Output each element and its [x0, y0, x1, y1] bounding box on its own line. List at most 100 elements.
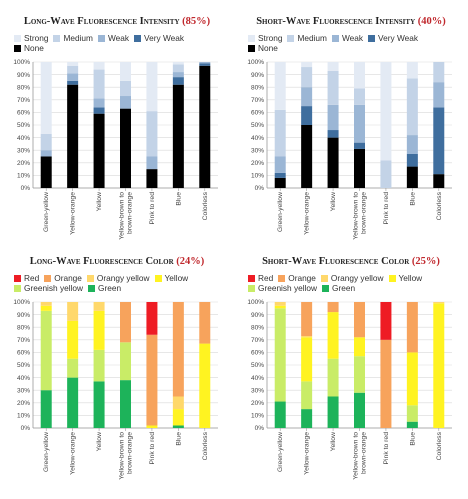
bar-segment-very-weak-yellow	[327, 130, 339, 138]
bar-segment-weak-blue	[406, 135, 418, 154]
legend-item-green: Green	[88, 283, 121, 293]
x-category-label: Yellow-orange	[304, 432, 311, 475]
bar-segment-medium-blue	[172, 64, 184, 73]
bar-segment-orange-yellow-brown-to-brown-orange	[354, 302, 365, 338]
bar-segment-green-yellow-orange	[67, 377, 79, 428]
bar-segment-none-blue	[406, 166, 418, 188]
y-tick-label: 90%	[251, 312, 264, 319]
bar-segment-strong-yellow-brown-to-brown-orange	[354, 62, 365, 89]
legend-row: Red Orange Orangy yellow Yellow	[248, 273, 456, 283]
y-tick-label: 100%	[13, 59, 30, 66]
legend-item-very-weak: Very Weak	[368, 33, 418, 43]
legend-label: Yellow	[398, 273, 423, 283]
y-tick-label: 10%	[17, 173, 30, 180]
y-tick-label: 0%	[255, 185, 265, 192]
legend-swatch	[134, 35, 142, 42]
y-tick-label: 10%	[17, 413, 30, 420]
bar-segment-medium-yellow-brown-to-brown-orange	[120, 80, 131, 97]
legend-swatch	[86, 275, 94, 282]
bar-segment-yellow-yellow-orange	[67, 320, 79, 359]
y-tick-label: 60%	[17, 110, 30, 117]
y-tick-label: 80%	[17, 84, 30, 91]
legend-row: Strong Medium Weak Very Weak	[14, 33, 222, 43]
bar-segment-orange-yellow-orange	[301, 302, 313, 337]
x-category-label: Green-yellow	[43, 432, 50, 472]
bar-segment-orangy-yellow-blue	[172, 396, 184, 410]
bar-segment-strong-pink-to-red	[380, 62, 392, 161]
bar-segment-greenish-yellow-yellow-brown-to-brown-orange	[354, 356, 365, 393]
y-tick-label: 40%	[17, 375, 30, 382]
bar-segment-green-blue	[172, 425, 184, 428]
y-tick-label: 10%	[251, 173, 264, 180]
bar-segment-none-yellow-brown-to-brown-orange	[120, 108, 131, 188]
chart-title: Short-Wave Fluorescence Intensity (40%)	[256, 16, 446, 27]
bar-segment-medium-yellow-orange	[301, 67, 313, 88]
y-tick-label: 90%	[251, 72, 264, 79]
legend-label: Strong	[24, 33, 49, 43]
chart-title: Long-Wave Fluorescence Color (24%)	[29, 256, 205, 267]
chart-panel-lw-intensity: Long-Wave Fluorescence Intensity (85%) S…	[6, 14, 228, 259]
legend-swatch	[388, 275, 396, 282]
y-tick-label: 50%	[17, 362, 30, 369]
y-tick-label: 60%	[251, 110, 264, 117]
legend-item-greenish-yellow: Greenish yellow	[248, 283, 317, 293]
bar-segment-yellow-pink-to-red	[146, 425, 158, 428]
bar-segment-orangy-yellow-green-yellow	[274, 302, 286, 306]
legend-label: Very Weak	[378, 33, 418, 43]
legend-label: Green	[98, 283, 122, 293]
x-category-label: Colorless	[436, 191, 443, 220]
y-tick-label: 70%	[17, 337, 30, 344]
bar-segment-orange-blue	[172, 302, 184, 397]
bar-segment-none-green-yellow	[40, 156, 52, 188]
bar-segment-strong-green-yellow	[40, 62, 52, 134]
legend-label: Weak	[341, 33, 364, 43]
bar-segment-yellow-colorless	[199, 343, 211, 428]
y-tick-label: 20%	[251, 160, 264, 167]
bar-segment-none-colorless	[199, 65, 211, 188]
bar-segment-strong-yellow	[93, 62, 105, 70]
bar-segment-yellow-yellow-brown-to-brown-orange	[354, 337, 365, 357]
y-tick-label: 60%	[17, 350, 30, 357]
y-tick-label: 80%	[251, 84, 264, 91]
bar-segment-green-green-yellow	[274, 401, 286, 428]
legend-swatch	[248, 45, 255, 52]
bar-segment-weak-yellow-brown-to-brown-orange	[354, 104, 365, 143]
y-tick-label: 40%	[251, 375, 264, 382]
legend-label: Weak	[107, 33, 130, 43]
x-category-label: Yellow-brown tobrown-orange	[119, 432, 134, 480]
bar-segment-none-green-yellow	[274, 177, 286, 188]
bar-segment-very-weak-green-yellow	[274, 172, 286, 178]
bar-segment-none-yellow-brown-to-brown-orange	[354, 148, 365, 188]
x-category-label: Yellow-orange	[70, 192, 77, 235]
x-category-label: Blue	[409, 192, 416, 206]
legend-label: Greenish yellow	[24, 283, 84, 293]
legend-label: Medium	[297, 33, 327, 43]
legend-swatch	[14, 285, 21, 292]
bar-segment-greenish-yellow-yellow-orange	[67, 358, 79, 378]
y-tick-label: 70%	[251, 337, 264, 344]
bar-segment-very-weak-yellow-orange	[67, 80, 79, 85]
legend-label: Red	[24, 273, 40, 283]
chart-panel-sw-intensity: Short-Wave Fluorescence Intensity (40%) …	[240, 14, 462, 259]
x-category-label: Green-yellow	[43, 192, 50, 232]
x-category-label: Green-yellow	[277, 432, 284, 472]
legend-item-strong: Strong	[248, 33, 282, 43]
legend-item-orange: Orange	[44, 273, 82, 283]
bar-segment-greenish-yellow-yellow	[93, 349, 105, 382]
x-category-label: Yellow-brown tobrown-orange	[353, 432, 368, 480]
legend-label: Orangy yellow	[96, 273, 150, 283]
bar-segment-medium-yellow	[93, 69, 105, 99]
bar-segment-red-pink-to-red	[380, 302, 392, 340]
bar-segment-orange-yellow-brown-to-brown-orange	[120, 302, 131, 343]
bar-segment-yellow-green-yellow	[40, 305, 52, 311]
bar-segment-green-yellow	[327, 396, 339, 428]
legend-swatch	[14, 45, 21, 52]
y-tick-label: 70%	[251, 97, 264, 104]
bar-segment-very-weak-yellow	[93, 107, 105, 114]
bar-segment-greenish-yellow-green-yellow	[40, 310, 52, 391]
legend-item-yellow: Yellow	[388, 273, 423, 283]
bar-segment-medium-pink-to-red	[146, 111, 158, 157]
x-category-label: Pink to red	[149, 432, 156, 465]
legend-swatch	[14, 275, 21, 282]
legend-item-weak: Weak	[331, 33, 364, 43]
